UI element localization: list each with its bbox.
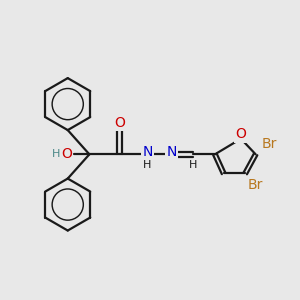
Text: O: O	[236, 128, 246, 141]
Text: H: H	[189, 160, 197, 170]
Text: N: N	[142, 145, 153, 159]
Text: O: O	[114, 116, 125, 130]
Text: Br: Br	[248, 178, 263, 192]
Text: H: H	[143, 160, 152, 170]
Text: O: O	[61, 147, 72, 161]
Text: N: N	[167, 145, 177, 159]
Text: Br: Br	[262, 137, 277, 151]
Text: H: H	[52, 149, 61, 159]
